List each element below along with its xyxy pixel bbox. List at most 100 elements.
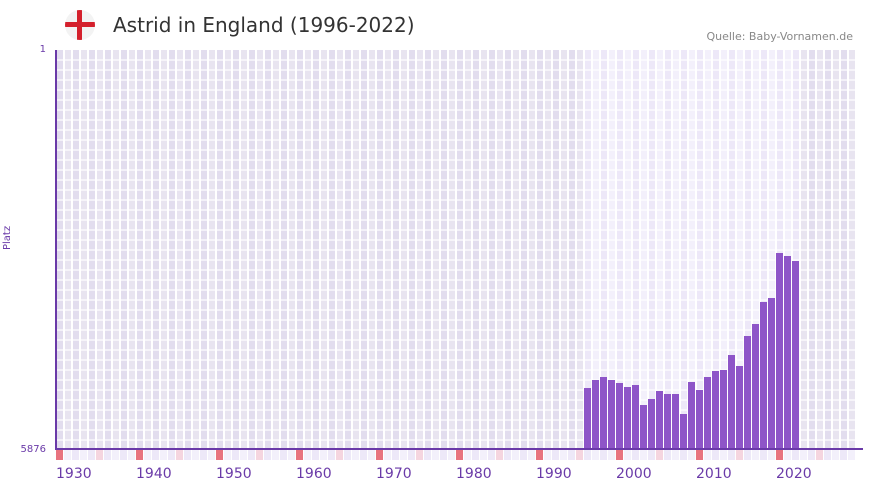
bar-2014[interactable] <box>728 355 735 448</box>
year-marker <box>128 450 135 460</box>
x-tick-label: 1940 <box>136 466 172 482</box>
bar-2007[interactable] <box>672 394 679 448</box>
bar-2019[interactable] <box>768 298 775 448</box>
year-marker <box>72 450 79 460</box>
year-marker <box>752 450 759 460</box>
bar-1996[interactable] <box>584 388 591 448</box>
year-marker <box>64 450 71 460</box>
grid-line <box>57 139 863 141</box>
year-marker <box>832 450 839 460</box>
year-marker <box>760 450 767 460</box>
year-marker <box>840 450 847 460</box>
year-marker <box>592 450 599 460</box>
x-tick-label: 1960 <box>296 466 332 482</box>
year-marker <box>280 450 287 460</box>
grid-line <box>57 269 863 271</box>
bar-2016[interactable] <box>744 335 751 448</box>
bar-1998[interactable] <box>600 377 607 448</box>
year-marker <box>616 450 623 460</box>
grid-line <box>57 329 863 331</box>
year-marker <box>272 450 279 460</box>
bar-1999[interactable] <box>608 380 615 448</box>
bar-2000[interactable] <box>616 382 623 448</box>
x-tick-label: 2000 <box>616 466 652 482</box>
year-marker <box>552 450 559 460</box>
year-marker <box>800 450 807 460</box>
year-marker <box>448 450 455 460</box>
year-marker <box>200 450 207 460</box>
grid-line <box>57 89 863 91</box>
bar-2021[interactable] <box>784 255 791 448</box>
year-marker <box>632 450 639 460</box>
year-marker <box>232 450 239 460</box>
y-axis-label: Platz <box>2 225 13 250</box>
year-marker <box>728 450 735 460</box>
x-tick-label: 2010 <box>696 466 732 482</box>
grid-line <box>57 369 863 371</box>
year-marker <box>808 450 815 460</box>
year-marker <box>400 450 407 460</box>
bar-2017[interactable] <box>752 324 759 448</box>
bar-2013[interactable] <box>720 370 727 448</box>
bar-2015[interactable] <box>736 366 743 448</box>
year-marker <box>736 450 743 460</box>
year-marker <box>816 450 823 460</box>
year-marker <box>168 450 175 460</box>
year-marker <box>160 450 167 460</box>
bar-2020[interactable] <box>776 252 783 448</box>
grid-line <box>57 259 863 261</box>
grid-line <box>57 239 863 241</box>
grid-line <box>57 219 863 221</box>
year-marker <box>136 450 143 460</box>
year-marker <box>288 450 295 460</box>
bar-2001[interactable] <box>624 387 631 448</box>
year-marker <box>344 450 351 460</box>
bar-2018[interactable] <box>760 301 767 448</box>
grid-line <box>57 419 863 421</box>
year-marker <box>848 450 855 460</box>
year-marker <box>440 450 447 460</box>
grid-line <box>57 319 863 321</box>
year-marker <box>80 450 87 460</box>
y-tick-bottom: 5876 <box>20 444 46 455</box>
grid-line <box>57 199 863 201</box>
year-marker <box>544 450 551 460</box>
year-marker <box>56 450 63 460</box>
year-marker <box>528 450 535 460</box>
grid-line <box>57 349 863 351</box>
year-marker <box>216 450 223 460</box>
year-marker <box>320 450 327 460</box>
bar-2005[interactable] <box>656 391 663 448</box>
year-marker <box>208 450 215 460</box>
source-label: Quelle: Baby-Vornamen.de <box>706 30 853 43</box>
bar-2012[interactable] <box>712 371 719 448</box>
bar-2009[interactable] <box>688 382 695 448</box>
year-marker <box>368 450 375 460</box>
bar-2010[interactable] <box>696 390 703 448</box>
bar-2008[interactable] <box>680 414 687 448</box>
bar-2011[interactable] <box>704 377 711 448</box>
bar-2004[interactable] <box>648 399 655 448</box>
bar-2006[interactable] <box>664 394 671 448</box>
year-marker <box>584 450 591 460</box>
year-marker <box>424 450 431 460</box>
bar-2003[interactable] <box>640 405 647 448</box>
year-marker <box>360 450 367 460</box>
year-marker <box>472 450 479 460</box>
grid-line <box>57 249 863 251</box>
grid-line <box>57 309 863 311</box>
chart-title: Astrid in England (1996-2022) <box>113 13 415 37</box>
year-marker <box>680 450 687 460</box>
plot-area <box>55 50 863 450</box>
grid-line <box>57 159 863 161</box>
grid-line <box>57 209 863 211</box>
bar-2002[interactable] <box>632 385 639 448</box>
bar-2022[interactable] <box>792 261 799 448</box>
year-marker <box>704 450 711 460</box>
year-marker <box>408 450 415 460</box>
england-flag-icon <box>65 10 95 40</box>
year-marker <box>744 450 751 460</box>
year-marker <box>776 450 783 460</box>
bar-1997[interactable] <box>592 380 599 448</box>
grid-line <box>57 299 863 301</box>
